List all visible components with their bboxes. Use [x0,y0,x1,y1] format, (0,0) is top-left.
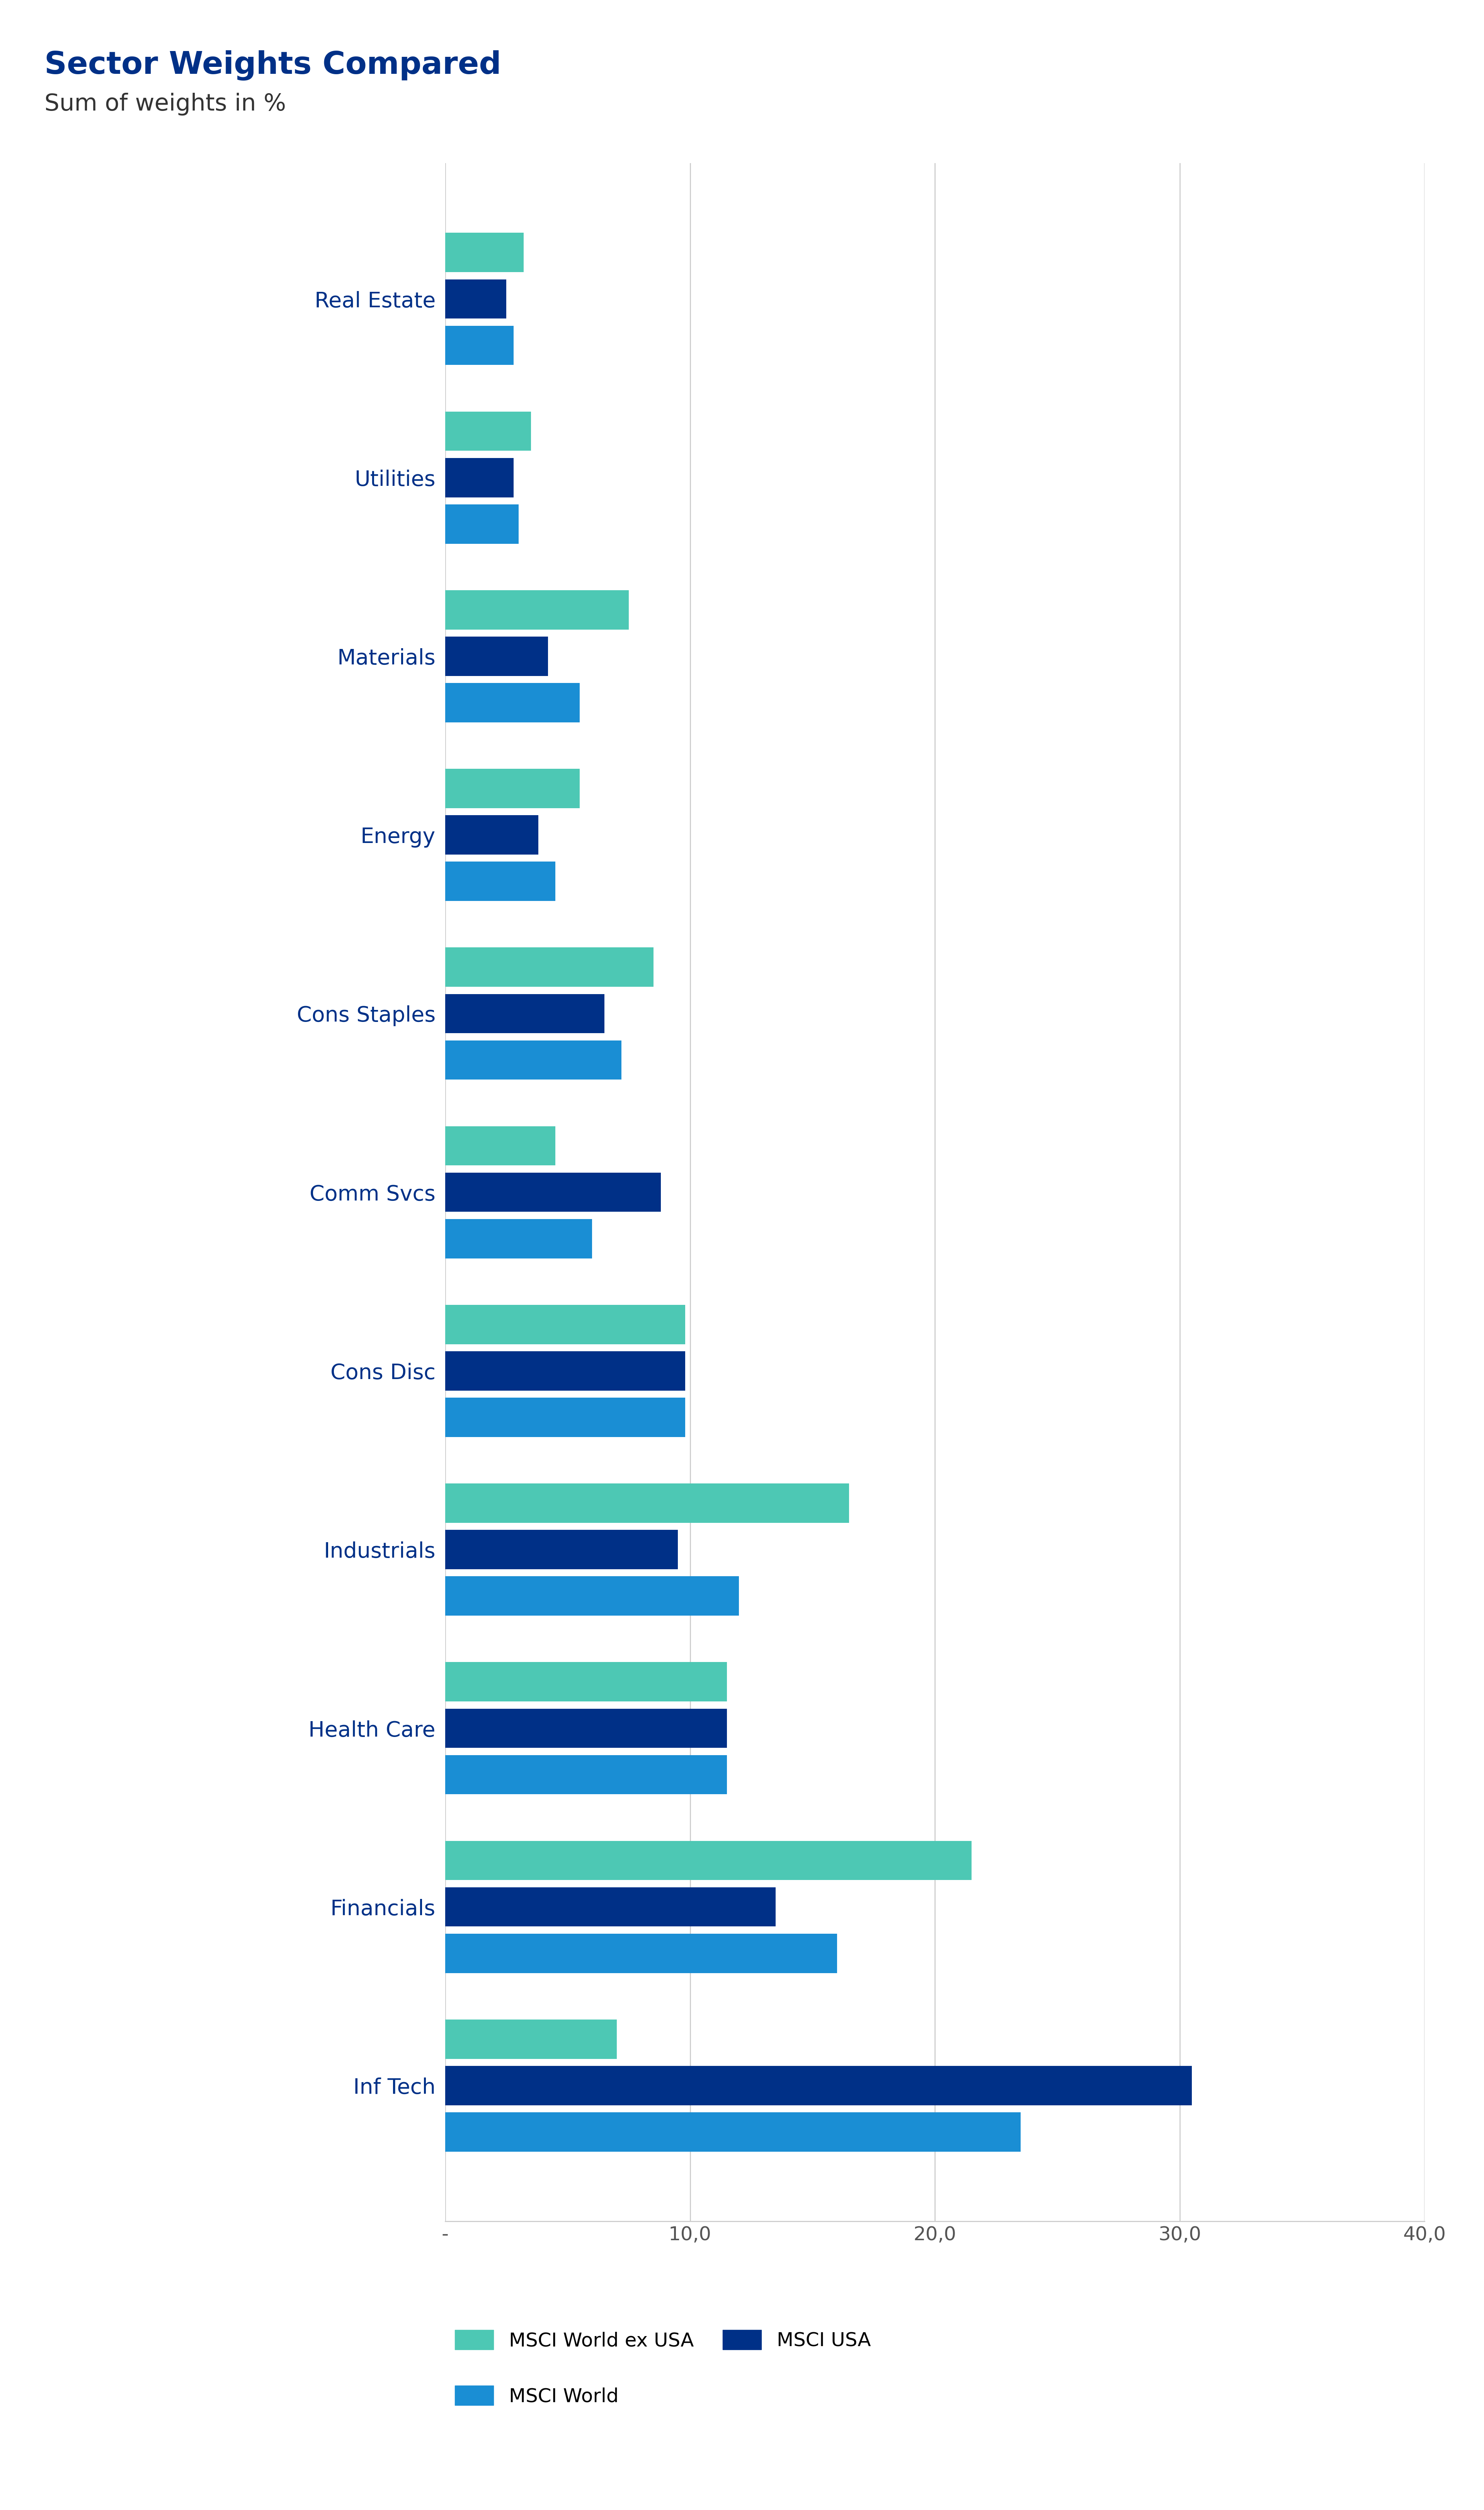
Bar [445,1709,727,1747]
Bar [445,1398,686,1438]
Bar [445,1840,972,1880]
Legend: MSCI World: MSCI World [456,2384,619,2405]
Bar [445,1172,660,1212]
Bar [445,233,524,271]
Bar [445,1305,686,1345]
Bar [445,457,513,497]
Bar [445,768,580,808]
Bar [445,1662,727,1702]
Bar [445,590,629,630]
Bar [445,683,580,723]
Bar [445,279,506,319]
Bar [445,638,548,675]
Bar [445,412,531,452]
Bar [445,1039,622,1079]
Bar [445,946,653,986]
Text: Sum of weights in %: Sum of weights in % [45,93,286,115]
Bar [445,1127,555,1165]
Bar [445,505,519,545]
Bar [445,1888,776,1928]
Bar [445,1754,727,1795]
Bar [445,2021,617,2058]
Bar [445,2066,1192,2106]
Bar [445,1220,592,1258]
Bar [445,816,539,853]
Bar [445,1483,849,1524]
Bar [445,1933,837,1973]
Bar [445,861,555,901]
Bar [445,1576,739,1616]
Bar [445,1531,678,1569]
Bar [445,1350,686,1391]
Text: Sector Weights Compared: Sector Weights Compared [45,50,502,80]
Bar [445,994,604,1034]
Bar [445,326,513,364]
Bar [445,2113,1021,2151]
